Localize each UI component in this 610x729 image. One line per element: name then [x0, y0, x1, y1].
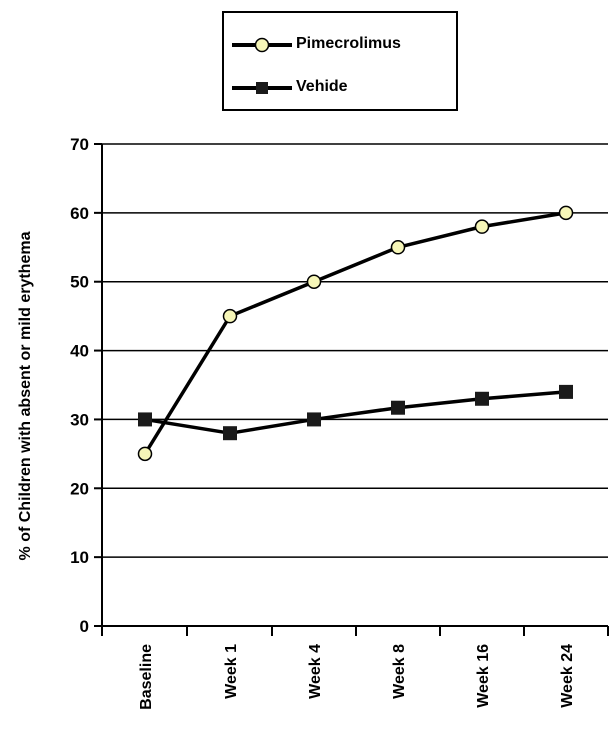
data-point-series2 [138, 412, 152, 427]
data-point-series1 [137, 446, 153, 462]
data-point-series2 [307, 412, 321, 427]
x-tick-label: Week 16 [475, 644, 492, 708]
data-point-series2 [559, 384, 573, 399]
legend: Pimecrolimus Vehide [222, 11, 458, 111]
legend-label-vehicle: Vehide [296, 78, 348, 95]
legend-swatch-pimecrolimus [232, 37, 292, 53]
y-tick-label: 20 [70, 479, 89, 498]
data-point-series1 [390, 240, 406, 255]
data-point-series1 [558, 205, 574, 221]
x-tick-label: Baseline [138, 644, 155, 710]
data-point-series2 [391, 400, 405, 415]
x-tick-label: Week 8 [391, 644, 408, 699]
x-tick-label: Week 1 [223, 644, 240, 699]
y-tick-label: 50 [70, 273, 89, 292]
y-tick-label: 0 [80, 617, 89, 636]
legend-swatch-vehicle [232, 82, 292, 94]
legend-item-vehicle: Vehide [224, 76, 456, 100]
data-point-series2 [475, 391, 489, 406]
data-point-series1 [306, 274, 322, 289]
y-tick-label: 70 [70, 135, 89, 154]
series-line-2 [144, 390, 567, 435]
data-point-series1 [474, 219, 490, 234]
y-tick-label: 30 [70, 410, 89, 429]
y-axis-label: % of Children with absent or mild erythe… [17, 231, 34, 561]
legend-item-pimecrolimus: Pimecrolimus [224, 33, 456, 57]
data-point-series2 [223, 426, 237, 441]
data-point-series1 [222, 308, 238, 324]
y-tick-label: 60 [70, 204, 89, 223]
y-tick-label: 10 [70, 548, 89, 567]
series-line-1 [143, 211, 567, 455]
x-tick-label: Week 24 [559, 644, 576, 708]
x-tick-label: Week 4 [307, 644, 324, 699]
y-tick-label: 40 [70, 342, 89, 361]
legend-label-pimecrolimus: Pimecrolimus [296, 35, 401, 52]
